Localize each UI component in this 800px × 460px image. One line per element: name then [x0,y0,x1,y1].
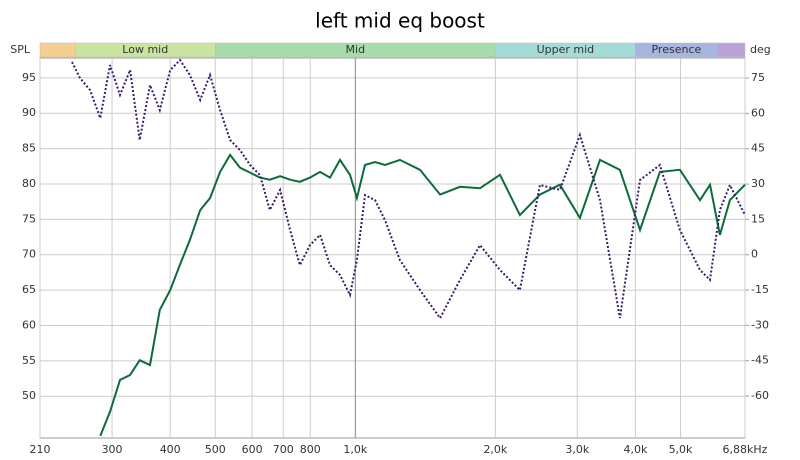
y2-tick-label: -45 [751,354,769,367]
y2-tick-label: -30 [751,318,769,331]
y-tick-label: 95 [22,71,36,84]
x-tick-label: 800 [300,443,321,456]
y-tick-label: 70 [22,248,36,261]
y2-tick-label: 30 [751,177,765,190]
y-tick-label: 55 [22,354,36,367]
y2-tick-label: -15 [751,283,769,296]
x-tick-label: 600 [242,443,263,456]
y2-tick-label: 0 [751,248,758,261]
x-tick-label: 1,0k [343,443,367,456]
band [39,42,76,58]
x-tick-label: 400 [160,443,181,456]
y2-tick-label: 60 [751,106,765,119]
x-tick-label: 4,0k [623,443,647,456]
y-tick-label: 90 [22,106,36,119]
x-tick-label: 2,0k [483,443,507,456]
y2-axis-label: deg [750,43,771,56]
y2-tick-label: -60 [751,389,769,402]
band-label: Presence [651,43,701,56]
y2-tick-label: 75 [751,71,765,84]
band [717,42,746,58]
x-tick-label: 210 [30,443,51,456]
y-tick-label: 85 [22,142,36,155]
x-tick-label: 300 [102,443,123,456]
series-line [71,58,746,321]
x-tick-label: 700 [273,443,294,456]
y-tick-label: 60 [22,318,36,331]
plot-area [39,57,746,439]
x-tick-label: 6,88kHz [723,443,768,456]
band-label: Low mid [122,43,168,56]
chart-title: left mid eq boost [315,9,485,33]
y-tick-label: 50 [22,389,36,402]
band-label: Upper mid [537,43,595,56]
x-tick-label: 500 [205,443,226,456]
series-line [99,153,746,437]
y2-tick-label: 45 [751,142,765,155]
y2-tick-label: 15 [751,212,765,225]
band-label: Mid [346,43,366,56]
y-tick-label: 65 [22,283,36,296]
x-tick-label: 3,0k [565,443,589,456]
y-axis-label: SPL [10,43,31,56]
y-tick-label: 80 [22,177,36,190]
x-tick-label: 5,0k [669,443,693,456]
y-tick-label: 75 [22,212,36,225]
